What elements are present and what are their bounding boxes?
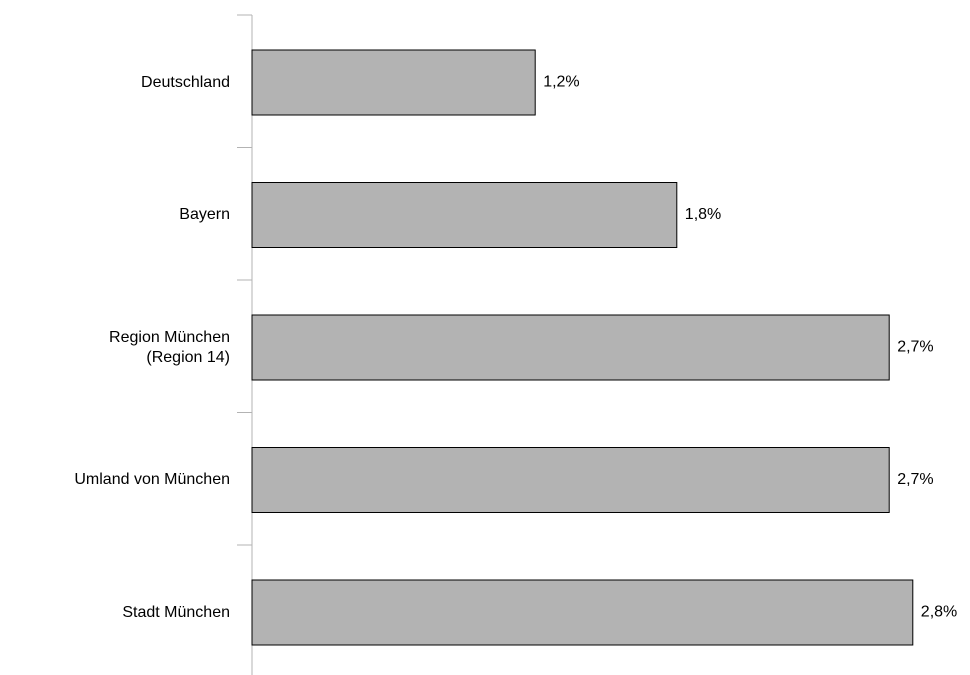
bar: [251, 447, 890, 513]
value-label: 1,2%: [543, 74, 579, 91]
value-label: 2,7%: [897, 471, 933, 488]
bar: [251, 49, 536, 116]
category-label: Stadt München: [122, 603, 230, 621]
value-label: 2,8%: [921, 604, 957, 621]
category-label: Bayern: [179, 206, 230, 223]
bar: [251, 182, 678, 248]
category-label: Deutschland: [141, 73, 230, 91]
bar: [251, 314, 890, 381]
category-label: Region München (Region 14): [109, 328, 230, 366]
category-label: Umland von München: [74, 471, 230, 488]
bar: [251, 579, 914, 646]
value-label: 1,8%: [685, 206, 721, 223]
value-label: 2,7%: [897, 339, 933, 356]
